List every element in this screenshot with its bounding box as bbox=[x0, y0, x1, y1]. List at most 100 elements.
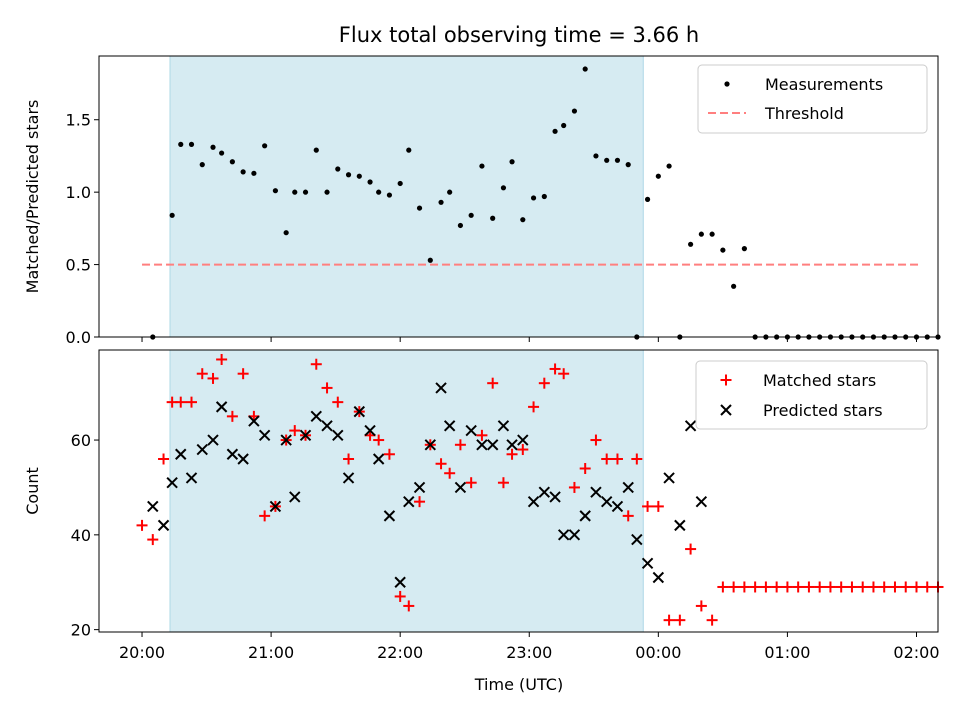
predicted-star-point bbox=[486, 439, 499, 451]
matched-star-point bbox=[383, 448, 395, 460]
x-tick-label: 21:00 bbox=[248, 643, 294, 662]
matched-star-point bbox=[728, 581, 740, 593]
matched-star-point bbox=[226, 410, 238, 422]
matched-star-point bbox=[403, 600, 415, 612]
predicted-star-point bbox=[465, 424, 477, 437]
measurement-point bbox=[335, 166, 341, 172]
matched-star-point bbox=[487, 377, 499, 389]
predicted-star-point bbox=[611, 500, 624, 513]
predicted-star-point bbox=[269, 500, 282, 513]
observing-window-shade-bottom bbox=[169, 349, 644, 633]
measurement-point bbox=[178, 141, 184, 147]
measurement-point bbox=[262, 143, 268, 149]
matched-star-point bbox=[175, 396, 187, 408]
matched-star-point bbox=[343, 453, 355, 465]
matched-star-point bbox=[878, 581, 890, 593]
predicted-star-point bbox=[258, 429, 271, 442]
predicted-star-point bbox=[443, 420, 456, 432]
bottom-legend: Matched stars Predicted stars bbox=[695, 360, 928, 430]
matched-star-point bbox=[158, 453, 170, 465]
matched-star-point bbox=[622, 510, 634, 522]
measurement-point bbox=[582, 66, 588, 72]
measurement-point bbox=[406, 147, 412, 153]
matched-star-point bbox=[506, 448, 518, 460]
top-plot-frame bbox=[98, 55, 939, 338]
legend-box bbox=[697, 64, 928, 134]
matched-star-point bbox=[900, 581, 912, 593]
measurement-point bbox=[386, 192, 393, 198]
matched-star-point bbox=[590, 434, 602, 446]
matched-star-point bbox=[760, 581, 772, 593]
measurement-point bbox=[552, 128, 558, 134]
matched-star-point bbox=[706, 614, 718, 626]
legend-marker-measurements bbox=[724, 81, 730, 87]
measurement-point bbox=[655, 173, 661, 179]
x-tick-label: 22:00 bbox=[377, 643, 423, 662]
measurement-point bbox=[644, 196, 651, 202]
predicted-star-point bbox=[248, 415, 260, 427]
measurement-point bbox=[283, 230, 289, 236]
predicted-star-point bbox=[476, 439, 488, 451]
measurement-point bbox=[219, 150, 225, 156]
predicted-star-point bbox=[674, 519, 686, 532]
matched-star-point bbox=[889, 581, 901, 593]
matched-star-point bbox=[792, 581, 804, 593]
matched-star-point bbox=[207, 372, 219, 384]
matched-star-point bbox=[517, 444, 529, 456]
matched-star-point bbox=[528, 401, 540, 413]
measurement-point bbox=[313, 147, 319, 153]
measurement-point bbox=[625, 162, 631, 168]
bottom-plot-frame bbox=[98, 349, 939, 633]
matched-star-point bbox=[814, 581, 826, 593]
matched-star-point bbox=[867, 581, 879, 593]
measurement-point bbox=[416, 205, 423, 211]
measurement-point bbox=[698, 231, 704, 237]
matched-star-point bbox=[857, 581, 869, 593]
y-tick-label: 0.0 bbox=[66, 328, 91, 347]
predicted-star-point bbox=[394, 576, 406, 588]
measurement-point bbox=[666, 163, 672, 169]
measurement-point bbox=[324, 189, 330, 195]
matched-star-point bbox=[476, 429, 488, 441]
predicted-star-point bbox=[413, 481, 426, 494]
matched-star-point bbox=[685, 543, 697, 555]
measurement-point bbox=[376, 189, 382, 195]
measurement-point bbox=[561, 122, 567, 129]
predicted-star-point bbox=[684, 420, 697, 432]
top-x-axis bbox=[141, 337, 917, 342]
measurement-point bbox=[509, 159, 515, 165]
legend-marker-matched bbox=[720, 374, 732, 386]
y-tick-label: 1.5 bbox=[66, 111, 91, 130]
matched-star-point bbox=[910, 581, 922, 593]
matched-star-point bbox=[373, 434, 385, 446]
predicted-star-point bbox=[383, 510, 396, 522]
y-tick-label: 0.5 bbox=[66, 256, 91, 275]
chart-title: Flux total observing time = 3.66 h bbox=[339, 23, 699, 47]
legend-box bbox=[695, 360, 928, 430]
predicted-star-point bbox=[527, 495, 540, 508]
matched-star-point bbox=[674, 614, 686, 626]
measurement-point bbox=[367, 179, 373, 185]
predicted-star-point bbox=[549, 491, 561, 503]
legend-label-predicted: Predicted stars bbox=[763, 401, 883, 420]
x-tick-label: 02:00 bbox=[893, 643, 939, 662]
x-axis-label: Time (UTC) bbox=[474, 675, 563, 694]
matched-star-point bbox=[835, 581, 847, 593]
bottom-y-axis: 20 40 60 bbox=[71, 431, 99, 640]
predicted-star-point bbox=[590, 486, 602, 498]
measurement-point bbox=[688, 241, 694, 247]
matched-star-point bbox=[237, 368, 249, 380]
matched-star-point bbox=[196, 368, 208, 380]
predicted-star-point bbox=[321, 420, 333, 432]
matched-star-point bbox=[538, 377, 550, 389]
predicted-star-point bbox=[631, 533, 643, 546]
y-tick-label: 40 bbox=[71, 526, 91, 545]
x-tick-label: 20:00 bbox=[119, 643, 165, 662]
predicted-star-point bbox=[299, 429, 312, 442]
predicted-star-point bbox=[622, 481, 634, 494]
predicted-star-point bbox=[185, 472, 198, 484]
measurement-point bbox=[604, 157, 610, 163]
matched-star-point bbox=[695, 600, 707, 612]
predicted-star-point bbox=[403, 495, 415, 508]
measurement-point bbox=[593, 153, 599, 159]
